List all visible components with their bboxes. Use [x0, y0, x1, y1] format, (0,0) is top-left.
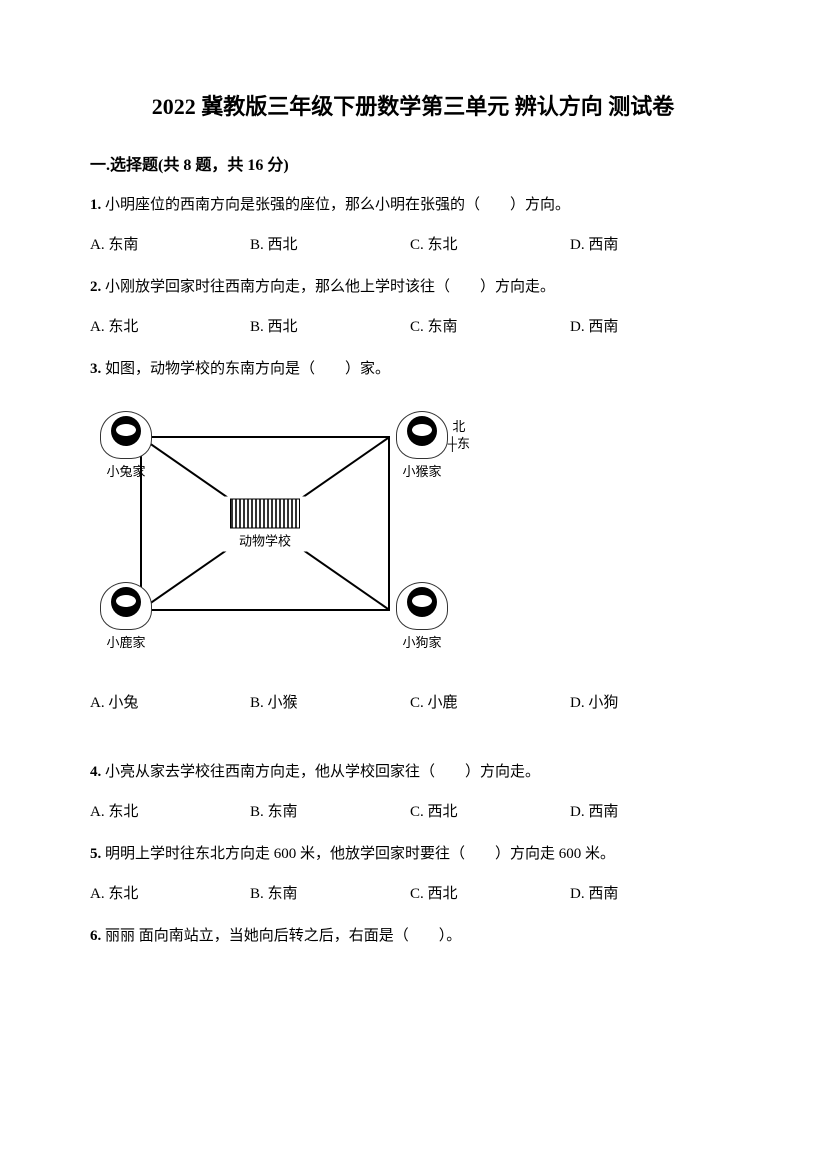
- q4-options: A. 东北 B. 东南 C. 西北 D. 西南: [90, 800, 736, 824]
- q3-option-c: C. 小鹿: [410, 691, 570, 712]
- corner-deer: 小鹿家: [100, 582, 152, 651]
- page-title: 2022 冀教版三年级下册数学第三单元 辨认方向 测试卷: [90, 90, 736, 123]
- q5-text: 明明上学时往东北方向走 600 米，他放学回家时要往（ ）方向走 600 米。: [105, 846, 615, 862]
- q5-option-a: A. 东北: [90, 882, 250, 906]
- q5-option-d: D. 西南: [570, 882, 730, 906]
- school-icon: [230, 498, 300, 528]
- q6-num: 6.: [90, 928, 101, 944]
- q4-option-d: D. 西南: [570, 800, 730, 824]
- q5-options: A. 东北 B. 东南 C. 西北 D. 西南: [90, 882, 736, 906]
- question-1: 1. 小明座位的西南方向是张强的座位，那么小明在张强的（ ）方向。 A. 东南 …: [90, 193, 736, 257]
- q1-option-b: B. 西北: [250, 233, 410, 257]
- q2-num: 2.: [90, 279, 101, 295]
- q5-option-c: C. 西北: [410, 882, 570, 906]
- q4-num: 4.: [90, 764, 101, 780]
- diagram: 北 ┼东 动物学校 小兔家 小猴家 小鹿家 小狗家: [90, 411, 736, 651]
- rabbit-icon: [100, 411, 152, 459]
- corner-rabbit: 小兔家: [100, 411, 152, 480]
- q6-text: 丽丽 面向南站立，当她向后转之后，右面是（ ）。: [105, 928, 461, 944]
- question-5: 5. 明明上学时往东北方向走 600 米，他放学回家时要往（ ）方向走 600 …: [90, 842, 736, 906]
- center-label: 动物学校: [215, 496, 315, 551]
- q2-option-b: B. 西北: [250, 315, 410, 339]
- corner-dog: 小狗家: [396, 582, 448, 651]
- q3-option-d: D. 小狗: [570, 691, 730, 712]
- q4-text: 小亮从家去学校往西南方向走，他从学校回家往（ ）方向走。: [105, 764, 540, 780]
- corner-monkey: 小猴家: [396, 411, 448, 480]
- q1-option-c: C. 东北: [410, 233, 570, 257]
- q4-option-c: C. 西北: [410, 800, 570, 824]
- q1-num: 1.: [90, 197, 101, 213]
- question-2: 2. 小刚放学回家时往西南方向走，那么他上学时该往（ ）方向走。 A. 东北 B…: [90, 275, 736, 339]
- q3-text: 如图，动物学校的东南方向是（ ）家。: [105, 361, 390, 377]
- compass-icon: 北 ┼东: [448, 416, 470, 452]
- q4-option-b: B. 东南: [250, 800, 410, 824]
- deer-icon: [100, 582, 152, 630]
- map-border: 动物学校: [140, 436, 390, 611]
- q2-options: A. 东北 B. 西北 C. 东南 D. 西南: [90, 315, 736, 339]
- question-4: 4. 小亮从家去学校往西南方向走，他从学校回家往（ ）方向走。 A. 东北 B.…: [90, 760, 736, 824]
- question-3: 3. 如图，动物学校的东南方向是（ ）家。: [90, 357, 736, 381]
- q2-text: 小刚放学回家时往西南方向走，那么他上学时该往（ ）方向走。: [105, 279, 555, 295]
- q3-option-b: B. 小猴: [250, 691, 410, 712]
- dog-icon: [396, 582, 448, 630]
- monkey-icon: [396, 411, 448, 459]
- q1-option-a: A. 东南: [90, 233, 250, 257]
- q1-option-d: D. 西南: [570, 233, 730, 257]
- q3-option-a: A. 小兔: [90, 691, 250, 712]
- q1-options: A. 东南 B. 西北 C. 东北 D. 西南: [90, 233, 736, 257]
- q2-option-c: C. 东南: [410, 315, 570, 339]
- q3-num: 3.: [90, 361, 101, 377]
- section-header: 一.选择题(共 8 题，共 16 分): [90, 151, 736, 175]
- q5-option-b: B. 东南: [250, 882, 410, 906]
- q4-option-a: A. 东北: [90, 800, 250, 824]
- q1-text: 小明座位的西南方向是张强的座位，那么小明在张强的（ ）方向。: [105, 197, 570, 213]
- q5-num: 5.: [90, 846, 101, 862]
- compass-east: ┼东: [448, 433, 470, 452]
- q2-option-a: A. 东北: [90, 315, 250, 339]
- question-6: 6. 丽丽 面向南站立，当她向后转之后，右面是（ ）。: [90, 924, 736, 948]
- q2-option-d: D. 西南: [570, 315, 730, 339]
- q3-options: A. 小兔 B. 小猴 C. 小鹿 D. 小狗: [90, 691, 736, 712]
